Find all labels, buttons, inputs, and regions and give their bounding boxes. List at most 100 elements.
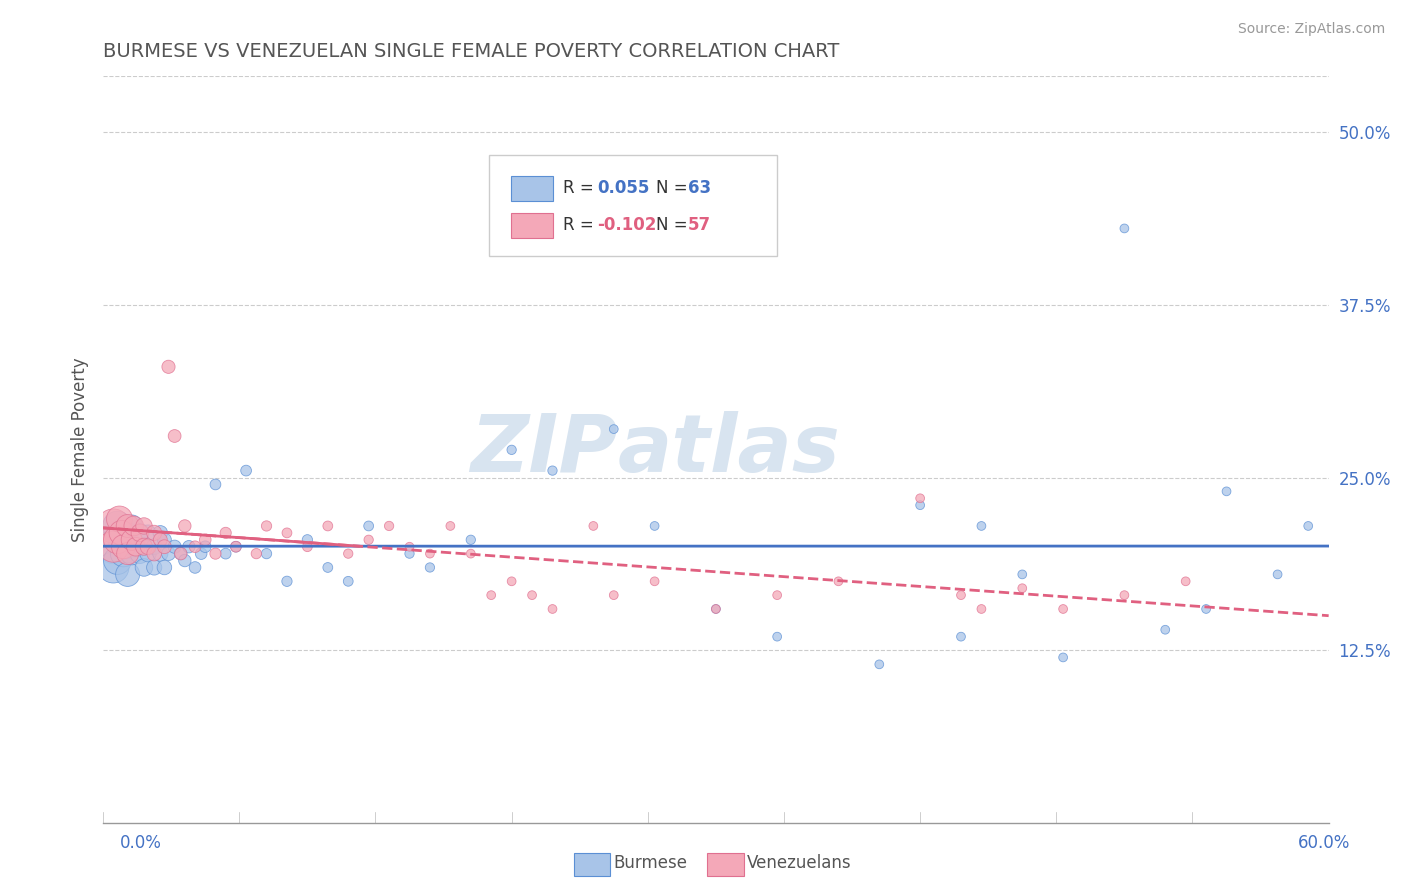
Point [143, 525, 166, 540]
Point [1052, 650, 1074, 665]
Point [337, 574, 360, 589]
Point [644, 574, 666, 589]
Point [103, 540, 125, 554]
Text: 60.0%: 60.0% [1298, 834, 1350, 852]
Point [153, 560, 176, 574]
Point [225, 540, 247, 554]
Point [276, 525, 298, 540]
Point [235, 464, 257, 478]
Point [215, 547, 238, 561]
Point [107, 533, 129, 547]
Point [143, 540, 166, 554]
Point [194, 540, 217, 554]
Point [117, 547, 139, 561]
Point [970, 519, 993, 533]
Point [398, 547, 420, 561]
Point [704, 602, 727, 616]
Point [117, 567, 139, 582]
Point [582, 519, 605, 533]
Point [357, 519, 380, 533]
Point [103, 560, 125, 574]
Point [1011, 567, 1033, 582]
Point [603, 422, 626, 436]
Point [541, 464, 564, 478]
Point [170, 547, 193, 561]
Point [541, 602, 564, 616]
Point [117, 519, 139, 533]
Text: 63: 63 [688, 178, 711, 196]
Point [827, 574, 849, 589]
Point [107, 553, 129, 567]
Point [184, 560, 207, 574]
Text: 0.0%: 0.0% [120, 834, 162, 852]
Point [128, 525, 150, 540]
Point [190, 547, 212, 561]
Point [419, 560, 441, 574]
Point [149, 533, 172, 547]
Point [1052, 602, 1074, 616]
Point [398, 540, 420, 554]
Y-axis label: Single Female Poverty: Single Female Poverty [72, 358, 89, 542]
Point [132, 540, 155, 554]
Point [173, 553, 195, 567]
Point [501, 574, 523, 589]
Point [501, 442, 523, 457]
Point [225, 540, 247, 554]
Point [107, 519, 129, 533]
Point [136, 540, 159, 554]
Point [128, 525, 150, 540]
Point [194, 533, 217, 547]
Point [868, 657, 890, 672]
Point [121, 533, 143, 547]
Point [153, 533, 176, 547]
Text: N =: N = [655, 178, 693, 196]
Point [177, 540, 200, 554]
Point [1011, 581, 1033, 595]
Text: Source: ZipAtlas.com: Source: ZipAtlas.com [1237, 22, 1385, 37]
Point [419, 547, 441, 561]
Point [357, 533, 380, 547]
Point [163, 429, 186, 443]
Point [439, 519, 461, 533]
Point [184, 540, 207, 554]
Point [112, 547, 135, 561]
Point [143, 547, 166, 561]
Point [132, 519, 155, 533]
Point [245, 547, 267, 561]
Point [603, 588, 626, 602]
Point [644, 519, 666, 533]
Point [1195, 602, 1218, 616]
Point [149, 525, 172, 540]
Point [1114, 588, 1136, 602]
Point [122, 519, 145, 533]
Text: R =: R = [562, 216, 599, 234]
Point [1174, 574, 1197, 589]
Point [170, 547, 193, 561]
Point [908, 498, 931, 512]
Point [479, 588, 502, 602]
Point [121, 547, 143, 561]
Point [103, 540, 125, 554]
Point [460, 547, 482, 561]
Point [125, 540, 148, 554]
Point [1296, 519, 1319, 533]
Point [378, 519, 401, 533]
Point [316, 560, 339, 574]
Point [520, 588, 543, 602]
Text: N =: N = [655, 216, 693, 234]
Point [112, 525, 135, 540]
Point [704, 602, 727, 616]
Text: ZIP: ZIP [471, 411, 617, 489]
Point [128, 547, 150, 561]
FancyBboxPatch shape [512, 213, 553, 238]
Point [125, 540, 148, 554]
Point [1215, 484, 1237, 499]
Point [157, 359, 180, 374]
Point [1154, 623, 1177, 637]
Text: -0.102: -0.102 [598, 216, 657, 234]
Point [110, 533, 132, 547]
Point [766, 588, 789, 602]
Point [276, 574, 298, 589]
Point [153, 540, 176, 554]
Point [970, 602, 993, 616]
